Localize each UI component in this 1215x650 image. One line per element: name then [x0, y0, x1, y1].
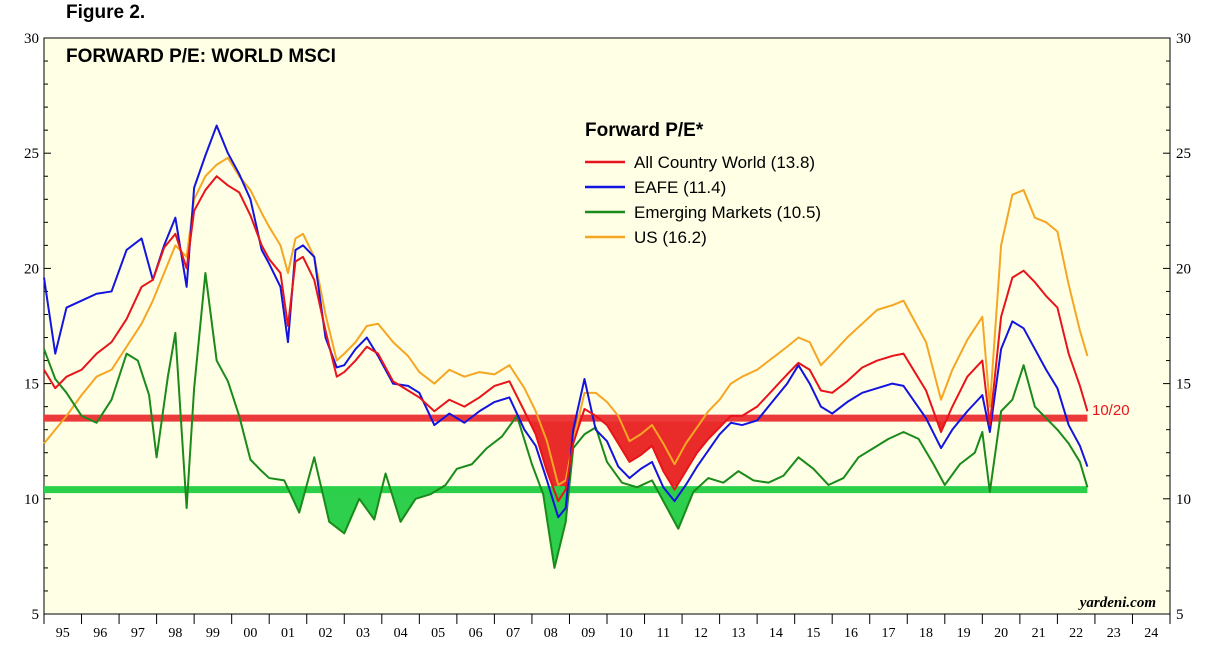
y-tick-label-left: 15 — [24, 377, 39, 393]
x-tick-label: 05 — [431, 626, 445, 641]
x-tick-label: 97 — [131, 626, 145, 641]
figure-label: Figure 2. — [66, 2, 146, 23]
y-tick-label-left: 30 — [24, 31, 39, 47]
y-tick-label-left: 20 — [24, 261, 39, 277]
legend-entry-acw: All Country World (13.8) — [634, 153, 815, 172]
x-tick-label: 23 — [1107, 626, 1121, 641]
legend-entry-eafe: EAFE (11.4) — [634, 178, 726, 197]
left-y-axis: 5 10 15 20 25 30 — [24, 31, 51, 623]
series-line-acw — [43, 175, 1089, 503]
x-tick-label: 10 — [619, 626, 633, 641]
x-tick-label: 02 — [319, 626, 333, 641]
x-tick-label: 06 — [469, 626, 483, 641]
x-tick-label: 18 — [919, 626, 933, 641]
x-tick-label: 19 — [957, 626, 971, 641]
x-tick-label: 15 — [806, 626, 820, 641]
x-tick-label: 14 — [769, 626, 783, 641]
y-tick-label-right: 5 — [1176, 607, 1184, 623]
x-tick-label: 24 — [1144, 626, 1158, 641]
chart-title: FORWARD P/E: WORLD MSCI — [66, 46, 336, 67]
x-tick-label: 96 — [93, 626, 107, 641]
em-below-average-fill — [541, 489, 569, 568]
acw-below-average-fill — [598, 418, 729, 490]
x-tick-label: 01 — [281, 626, 295, 641]
y-tick-label-right: 30 — [1176, 31, 1191, 47]
legend: Forward P/E* All Country World (13.8) EA… — [585, 120, 821, 247]
x-tick-label: 21 — [1032, 626, 1046, 641]
watermark: yardeni.com — [1078, 595, 1156, 611]
x-axis: 95 96 97 98 99 00 01 02 03 04 05 06 07 08 09 10 11 12 13 14… — [43, 614, 1171, 641]
x-tick-label: 95 — [56, 626, 70, 641]
x-tick-label: 98 — [168, 626, 182, 641]
right-y-axis: 5 10 15 20 25 30 — [1163, 31, 1191, 623]
x-tick-label: 16 — [844, 626, 858, 641]
x-tick-label: 20 — [994, 626, 1008, 641]
x-tick-label: 07 — [506, 626, 520, 641]
series-lines — [43, 124, 1089, 569]
x-tick-label: 13 — [731, 626, 745, 641]
acw-average-label: 10/20 — [1092, 402, 1130, 419]
em-below-average-fill — [288, 489, 306, 513]
legend-entry-us: US (16.2) — [634, 228, 707, 247]
y-tick-label-right: 10 — [1176, 492, 1191, 508]
x-tick-label: 22 — [1069, 626, 1083, 641]
below-average-fills — [185, 418, 991, 568]
y-tick-label-right: 20 — [1176, 261, 1191, 277]
series-line-us — [43, 156, 1089, 486]
series-line-eafe — [43, 124, 1089, 519]
x-tick-label: 00 — [243, 626, 257, 641]
x-tick-label: 17 — [882, 626, 896, 641]
x-tick-label: 03 — [356, 626, 370, 641]
x-tick-label: 09 — [581, 626, 595, 641]
acw-below-average-fill — [527, 418, 582, 502]
x-tick-label: 08 — [544, 626, 558, 641]
y-tick-label-left: 5 — [32, 607, 40, 623]
y-tick-label-right: 25 — [1176, 146, 1191, 162]
series-line-em — [43, 272, 1089, 569]
em-below-average-fill — [390, 489, 439, 522]
y-tick-label-left: 25 — [24, 146, 39, 162]
x-tick-label: 11 — [657, 626, 670, 641]
x-tick-label: 12 — [694, 626, 708, 641]
x-tick-label: 04 — [394, 626, 408, 641]
legend-title: Forward P/E* — [585, 120, 704, 141]
em-below-average-fill — [321, 489, 382, 534]
em-below-average-fill — [657, 489, 696, 529]
y-tick-label-left: 10 — [24, 492, 39, 508]
y-tick-label-right: 15 — [1176, 377, 1191, 393]
legend-entry-em: Emerging Markets (10.5) — [634, 203, 821, 222]
x-tick-label: 99 — [206, 626, 220, 641]
